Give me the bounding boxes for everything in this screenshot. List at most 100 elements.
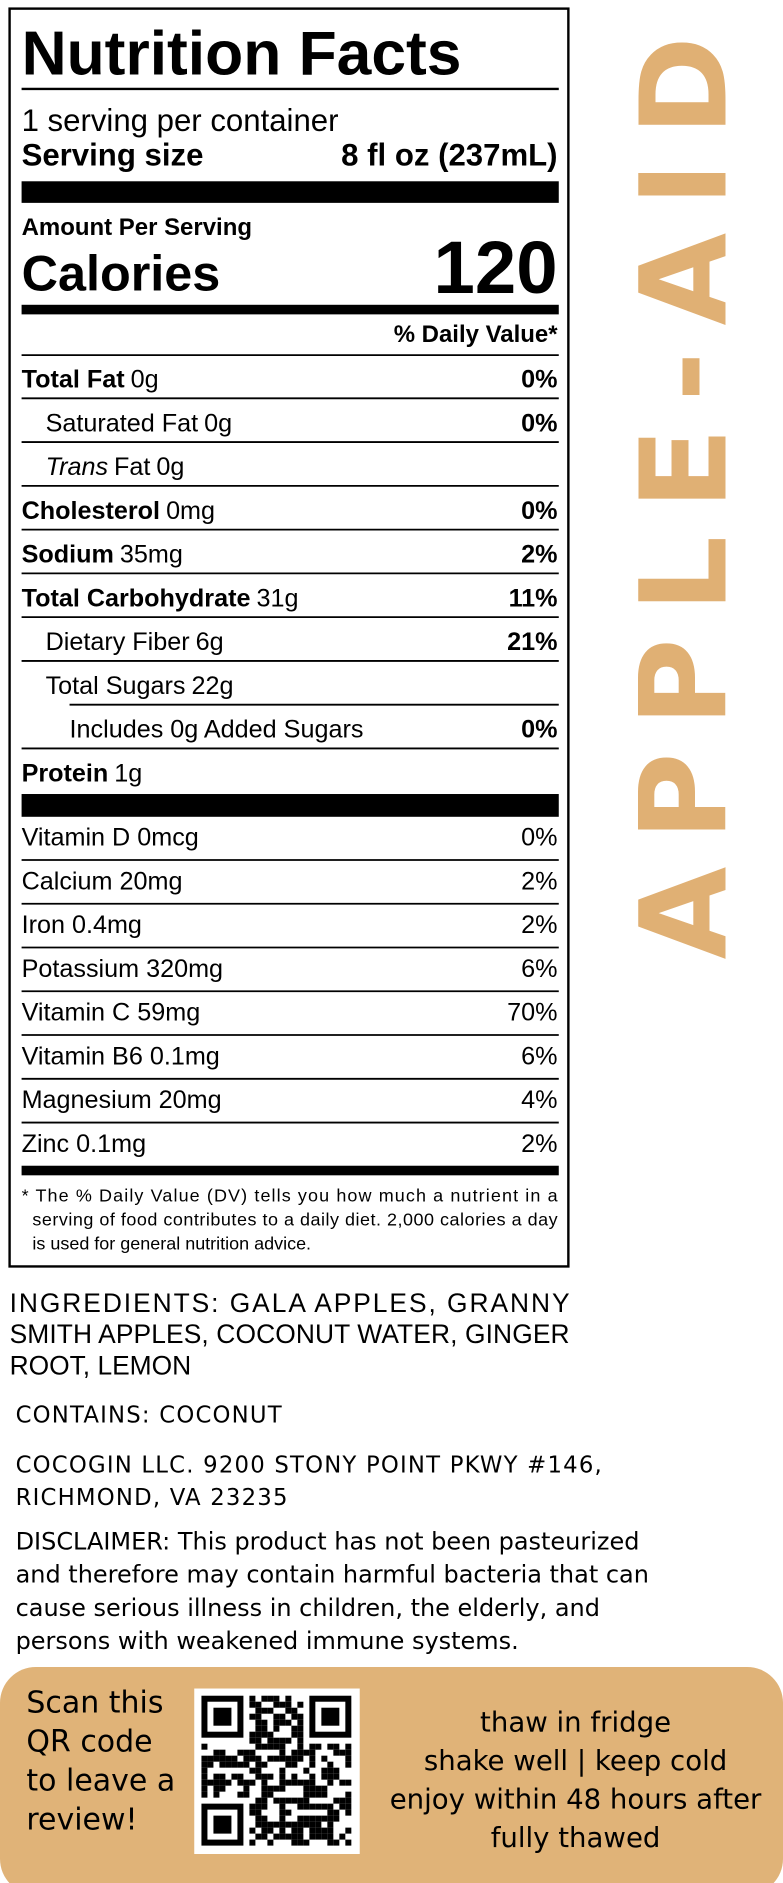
qr-prompt-line: review!	[26, 1802, 137, 1837]
qr-module	[261, 1731, 268, 1738]
qr-module	[261, 1791, 268, 1798]
qr-module	[279, 1749, 286, 1756]
qr-module	[297, 1725, 304, 1732]
vitamin-name: Calcium 20mg	[22, 867, 183, 895]
qr-module	[255, 1803, 262, 1810]
qr-module	[243, 1779, 250, 1786]
qr-module	[279, 1815, 286, 1822]
qr-module	[297, 1839, 304, 1846]
qr-module	[291, 1707, 298, 1714]
qr-module	[309, 1821, 316, 1828]
disclaimer-line: DISCLAIMER: This product has not been pa…	[16, 1527, 640, 1555]
qr-module	[315, 1803, 322, 1810]
qr-module	[321, 1815, 328, 1822]
qr-module	[315, 1821, 322, 1828]
qr-module	[333, 1773, 340, 1780]
qr-prompt-line: to leave a	[26, 1763, 175, 1798]
nutrient-name: Saturated Fat	[46, 409, 199, 437]
qr-prompt-line: QR code	[26, 1724, 152, 1759]
qr-module	[261, 1827, 268, 1834]
qr-module	[297, 1779, 304, 1786]
qr-module	[267, 1731, 274, 1738]
qr-module	[303, 1797, 310, 1804]
nutrient-row: Includes 0g Added Sugars	[70, 716, 364, 744]
qr-module	[345, 1749, 352, 1756]
qr-module	[291, 1779, 298, 1786]
daily-value-header: % Daily Value*	[394, 321, 559, 348]
qr-module	[303, 1779, 310, 1786]
qr-module	[267, 1791, 274, 1798]
thick-rule	[21, 1165, 559, 1176]
qr-module	[225, 1755, 232, 1762]
qr-module	[279, 1785, 286, 1792]
qr-module	[243, 1761, 250, 1768]
nutrient-amount: 35mg	[120, 541, 183, 569]
nutrient-row: Sodium 35mg	[22, 541, 183, 569]
address-line: RICHMOND, VA 23235	[16, 1485, 289, 1511]
qr-module	[261, 1803, 268, 1810]
qr-module	[279, 1833, 286, 1840]
vitamin-dv: 4%	[521, 1086, 557, 1114]
qr-module	[255, 1737, 262, 1744]
qr-module	[327, 1833, 334, 1840]
qr-module	[261, 1725, 268, 1732]
qr-module	[255, 1713, 262, 1720]
qr-module	[207, 1761, 214, 1768]
qr-module	[303, 1791, 310, 1798]
qr-module	[291, 1749, 298, 1756]
qr-module	[297, 1743, 304, 1750]
nutrient-name: Fat	[114, 453, 150, 481]
qr-module	[345, 1839, 352, 1846]
qr-module	[285, 1809, 292, 1816]
qr-module	[249, 1731, 256, 1738]
qr-module	[303, 1767, 310, 1774]
qr-module	[291, 1797, 298, 1804]
qr-module	[345, 1755, 352, 1762]
qr-module	[285, 1701, 292, 1708]
qr-module	[261, 1761, 268, 1768]
qr-module	[267, 1785, 274, 1792]
calories: 120	[434, 226, 558, 309]
qr-module	[255, 1719, 262, 1726]
brand: APPLE-AID	[615, 36, 754, 959]
instruction-line: enjoy within 48 hours after	[390, 1782, 762, 1815]
qr-module	[255, 1701, 262, 1708]
qr-module	[285, 1755, 292, 1762]
nutrient-amount: 31g	[257, 584, 299, 612]
qr-module	[213, 1773, 220, 1780]
qr-module	[297, 1815, 304, 1822]
qr-module	[261, 1821, 268, 1828]
qr-module	[327, 1761, 334, 1768]
qr-module	[315, 1791, 322, 1798]
qr-module	[279, 1755, 286, 1762]
qr-module	[345, 1791, 352, 1798]
qr-module	[345, 1797, 352, 1804]
qr-module	[327, 1809, 334, 1816]
qr-module	[267, 1827, 274, 1834]
qr-module	[279, 1797, 286, 1804]
qr-module	[297, 1803, 304, 1810]
qr-module	[291, 1713, 298, 1720]
vitamin-name: Vitamin B6 0.1mg	[22, 1042, 220, 1070]
address-line: COCOGIN LLC. 9200 STONY POINT PKWY #146,	[16, 1453, 603, 1479]
qr-module	[237, 1791, 244, 1798]
nutrient-dv: 2%	[521, 541, 557, 569]
qr-module	[321, 1755, 328, 1762]
qr-module	[291, 1839, 298, 1846]
qr-module	[333, 1767, 340, 1774]
qr-module	[201, 1785, 208, 1792]
qr-module	[267, 1707, 274, 1714]
qr-module	[309, 1827, 316, 1834]
qr-module	[249, 1809, 256, 1816]
qr-module	[309, 1773, 316, 1780]
vitamin-dv: 0%	[521, 824, 557, 852]
qr-module	[261, 1707, 268, 1714]
qr-module	[237, 1773, 244, 1780]
qr-module	[279, 1803, 286, 1810]
qr-module	[291, 1821, 298, 1828]
qr-module	[309, 1779, 316, 1786]
qr-module	[201, 1791, 208, 1798]
qr-module	[249, 1713, 256, 1720]
vitamin-dv: 6%	[521, 955, 557, 983]
